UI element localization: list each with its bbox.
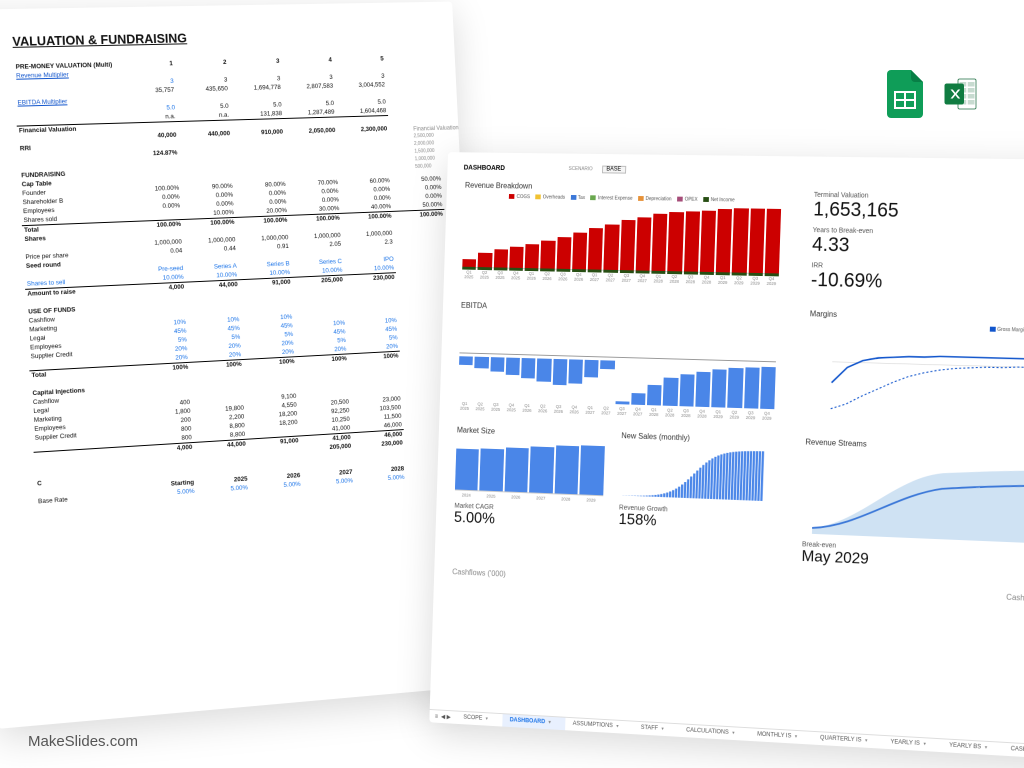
product-icons (887, 70, 979, 118)
watermark: MakeSlides.com (28, 733, 138, 750)
tab-cashflow[interactable]: CASHFLOW ▾ (1003, 743, 1024, 760)
tab-assumptions[interactable]: ASSUMPTIONS ▾ (565, 718, 633, 734)
kpi-panel: Terminal Valuation 1,653,165 Years to Br… (809, 182, 1024, 304)
new-sales-chart: New Sales (monthly) Revenue Growth 158% (617, 431, 773, 566)
tab-staff[interactable]: STAFF ▾ (633, 722, 679, 737)
tab-quarterly-is[interactable]: QUARTERLY IS ▾ (812, 732, 883, 749)
cashflows-label: Cashflows ('000) (450, 564, 770, 599)
market-size-chart: Market Size 202420252026202720282029 Mar… (453, 426, 605, 559)
dashboard-spreadsheet: DASHBOARD SCENARIO BASE Revenue Breakdow… (429, 152, 1024, 759)
valuation-table: PRE-MONEY VALUATION (Multi) 12345 Revenu… (13, 53, 457, 506)
tab-yearly-is[interactable]: YEARLY IS ▾ (883, 736, 942, 752)
revenue-breakdown-chart: Revenue Breakdown COGSOverheadsTaxIntere… (460, 177, 784, 297)
margins-chart: Margins Gross MarginNet Margin (804, 305, 1024, 434)
sheet-tabs[interactable]: ≡ ◀ ▶SCOPE ▾DASHBOARD ▾ASSUMPTIONS ▾STAF… (429, 709, 1024, 760)
tab-dashboard[interactable]: DASHBOARD ▾ (502, 714, 565, 730)
excel-icon (943, 70, 979, 118)
valuation-spreadsheet: VALUATION & FUNDRAISING PRE-MONEY VALUAT… (0, 2, 486, 729)
tab-yearly-bs[interactable]: YEARLY BS ▾ (941, 739, 1003, 755)
ebitda-chart: EBITDA Q1 2025Q2 2025Q3 2025Q4 2025Q1 20… (456, 297, 780, 425)
tab-scope[interactable]: SCOPE ▾ (456, 711, 503, 726)
cash-balance-label: Cash Balance (798, 579, 1024, 612)
sheet-title: VALUATION & FUNDRAISING (12, 26, 436, 49)
tab-monthly-is[interactable]: MONTHLY IS ▾ (749, 728, 812, 744)
scenario-selector[interactable]: BASE (602, 166, 626, 174)
google-sheets-icon (887, 70, 923, 118)
tab-calculations[interactable]: CALCULATIONS ▾ (678, 724, 749, 741)
revenue-streams-chart: Revenue Streams Break-even May 2029 (799, 434, 1024, 583)
